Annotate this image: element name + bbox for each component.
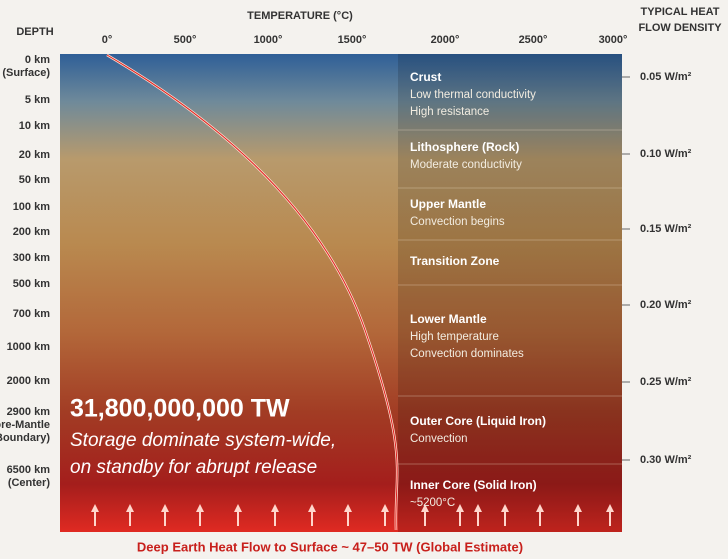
depth-label: 2900 km <box>7 406 51 418</box>
layer-detail: Convection begins <box>410 216 505 228</box>
temperature-title: TEMPERATURE (°C) <box>247 10 353 22</box>
layer-detail: High temperature <box>410 331 499 343</box>
depth-label: (Core-Mantle <box>0 419 50 431</box>
layer-name: Outer Core (Liquid Iron) <box>410 414 546 428</box>
depth-label: 700 km <box>13 308 51 320</box>
temperature-tick: 500° <box>174 34 197 46</box>
depth-title: DEPTH <box>16 26 53 38</box>
layer-detail: Low thermal conductivity <box>410 89 536 101</box>
heat-flow-label: 0.30 W/m² <box>640 454 692 466</box>
depth-label: 50 km <box>19 174 50 186</box>
temperature-tick: 1500° <box>338 34 367 46</box>
layer-detail: Convection dominates <box>410 348 524 360</box>
temperature-tick: 0° <box>102 34 113 46</box>
depth-label: (Surface) <box>2 67 50 79</box>
layer-detail: Moderate conductivity <box>410 159 522 171</box>
depth-label: 500 km <box>13 278 51 290</box>
layer-detail: High resistance <box>410 106 489 118</box>
heat-flow-label: 0.15 W/m² <box>640 223 692 235</box>
heat-flow-label: 0.20 W/m² <box>640 299 692 311</box>
layer-detail: Convection <box>410 433 468 445</box>
callout-headline: 31,800,000,000 TW <box>70 395 290 423</box>
depth-label: 2000 km <box>7 375 51 387</box>
depth-label: 0 km <box>25 54 50 66</box>
heat-flow-title: FLOW DENSITY <box>638 22 722 34</box>
depth-label: 20 km <box>19 149 50 161</box>
depth-label: 6500 km <box>7 464 51 476</box>
depth-label: 5 km <box>25 94 50 106</box>
temperature-tick: 2000° <box>431 34 460 46</box>
callout-line: Storage dominate system-wide, <box>70 430 336 451</box>
depth-label: 1000 km <box>7 341 51 353</box>
depth-label: Boundary) <box>0 432 50 444</box>
temperature-tick: 2500° <box>519 34 548 46</box>
depth-label: 100 km <box>13 201 51 213</box>
layer-panel <box>398 54 622 532</box>
layer-name: Inner Core (Solid Iron) <box>410 478 537 492</box>
temperature-tick: 3000° <box>599 34 628 46</box>
footer: Deep Earth Heat Flow to Surface ~ 47–50 … <box>137 539 523 554</box>
layer-name: Upper Mantle <box>410 197 486 211</box>
heat-flow-label: 0.10 W/m² <box>640 148 692 160</box>
heat-flow-label: 0.25 W/m² <box>640 376 692 388</box>
layer-name: Lower Mantle <box>410 312 487 326</box>
layer-name: Crust <box>410 70 441 84</box>
heat-flow-title: TYPICAL HEAT <box>640 6 719 18</box>
temperature-tick: 1000° <box>254 34 283 46</box>
depth-label: 300 km <box>13 252 51 264</box>
depth-label: 200 km <box>13 226 51 238</box>
depth-label: 10 km <box>19 120 50 132</box>
layer-detail: ~5200°C <box>410 497 455 509</box>
layer-name: Transition Zone <box>410 254 500 268</box>
layer-name: Lithosphere (Rock) <box>410 140 519 154</box>
depth-label: (Center) <box>8 477 51 489</box>
diagram: DEPTH TEMPERATURE (°C) TYPICAL HEAT FLOW… <box>0 0 728 559</box>
callout-line: on standby for abrupt release <box>70 457 317 478</box>
heat-flow-label: 0.05 W/m² <box>640 71 692 83</box>
